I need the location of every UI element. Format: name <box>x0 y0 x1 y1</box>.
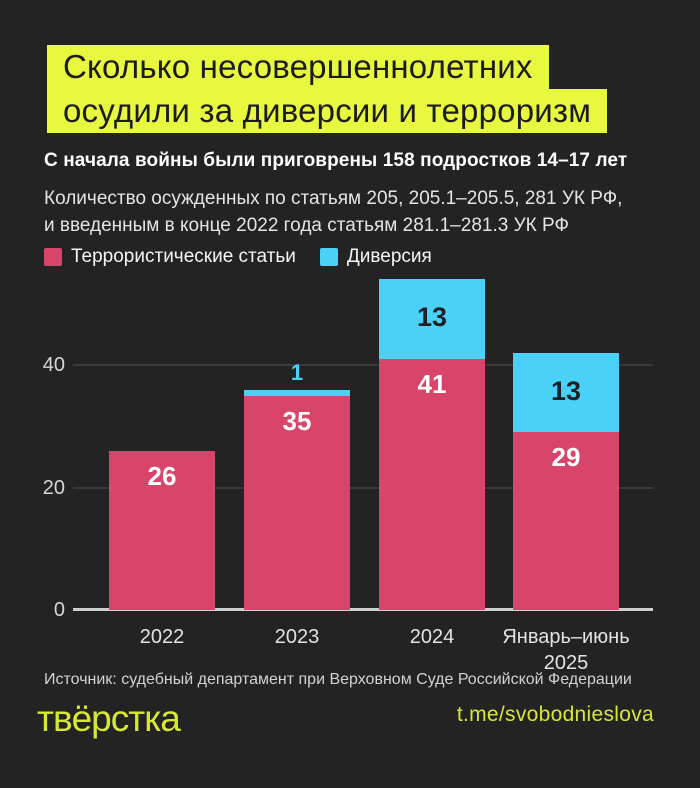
y-tick-20: 20 <box>42 476 65 499</box>
bar-terrorism-1 <box>109 450 215 610</box>
bar-value-terrorism-4: 29 <box>551 442 581 473</box>
bar-terrorism-3 <box>379 358 485 610</box>
verstka-logo: твёрстка <box>37 698 181 739</box>
bar-value-terrorism-1: 26 <box>147 460 177 491</box>
sabotage-color-swatch <box>319 248 338 266</box>
telegram-link[interactable]: t.me/svobodnieslova <box>456 703 654 726</box>
y-tick-40: 40 <box>42 354 65 376</box>
bar-value-sabotage-2: 1 <box>290 359 304 385</box>
gridline-40 <box>73 364 653 366</box>
legend-label-sabotage: Диверсия <box>346 246 432 267</box>
bar-value-sabotage-3: 13 <box>416 302 448 333</box>
y-tick-0: 0 <box>53 599 65 621</box>
chart-description-line-2: и введенным в конце 2022 года статьям 28… <box>44 215 569 236</box>
page-title-line-2: осудили за диверсии и терроризм <box>47 89 608 133</box>
x-axis-line <box>73 608 653 611</box>
chart-description-line-1: Количество осужденных по статьям 205, 20… <box>44 188 623 209</box>
bar-sabotage-2 <box>244 389 350 396</box>
bar-value-terrorism-2: 35 <box>282 405 312 436</box>
chart-kicker: С начала войны были приговрены 158 подро… <box>44 150 628 171</box>
legend-item-terrorism: Террористические статьи <box>44 246 296 268</box>
bar-value-sabotage-4: 13 <box>550 375 582 406</box>
chart-legend: Террористические статьи Диверсия <box>44 246 432 268</box>
source-note: Источник: судебный департамент при Верхо… <box>44 671 632 688</box>
x-category-1: 2022 <box>139 626 185 648</box>
stacked-bar-chart: 0 20 40 26 2022 35 1 2023 41 13 2024 29 13 Январь–июн… <box>0 270 700 680</box>
bar-terrorism-2 <box>244 395 350 610</box>
page-title-line-1: Сколько несовершеннолетних <box>47 45 549 89</box>
legend-label-terrorism: Террористические статьи <box>71 246 296 267</box>
legend-item-sabotage: Диверсия <box>319 246 432 268</box>
gridline-20 <box>73 486 653 489</box>
chart-description: Количество осужденных по статьям 205, 20… <box>44 185 622 239</box>
x-category-3: 2024 <box>409 626 455 648</box>
x-category-4: Январь–июнь 2025 <box>502 626 630 674</box>
x-category-2: 2023 <box>274 626 320 648</box>
terrorism-color-swatch <box>44 248 62 266</box>
bar-terrorism-4 <box>513 432 619 610</box>
bar-value-terrorism-3: 41 <box>417 368 447 399</box>
bar-sabotage-3 <box>379 279 485 359</box>
bar-sabotage-4 <box>513 352 619 433</box>
page-title: Сколько несовершеннолетних осудили за ди… <box>47 45 608 133</box>
